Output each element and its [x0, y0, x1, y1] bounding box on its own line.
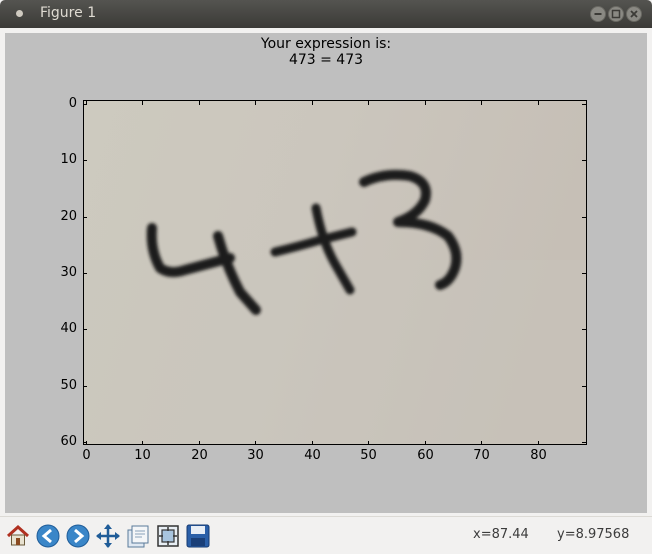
- minimize-button[interactable]: [590, 6, 606, 22]
- back-button[interactable]: [35, 523, 61, 549]
- close-icon: [630, 10, 638, 18]
- forward-arrow-icon: [66, 524, 90, 548]
- save-button[interactable]: [185, 523, 211, 549]
- x-tick-marks: [86, 101, 539, 445]
- y-tick-marks: [83, 104, 586, 443]
- maximize-button[interactable]: [608, 6, 624, 22]
- x-tick-label: 40: [304, 448, 321, 463]
- pan-icon: [96, 524, 120, 548]
- forward-button[interactable]: [65, 523, 91, 549]
- figure-title-line-1: Your expression is:: [260, 36, 392, 52]
- subplots-button[interactable]: [125, 523, 151, 549]
- x-tick-label: 50: [360, 448, 377, 463]
- zoom-button[interactable]: [155, 523, 181, 549]
- x-tick-label: 60: [417, 448, 434, 463]
- digit-4-stroke-1: [146, 223, 235, 278]
- digit-3-stroke: [359, 169, 462, 290]
- home-button[interactable]: [5, 523, 31, 549]
- y-tick-label: 60: [60, 433, 77, 449]
- y-tick-label: 0: [68, 95, 77, 111]
- zoom-to-rect-icon: [157, 525, 179, 547]
- y-tick-label: 20: [60, 208, 77, 224]
- y-tick-label: 30: [60, 264, 77, 280]
- plus-stroke-2: [311, 203, 355, 295]
- digit-4-stroke-2: [213, 231, 261, 315]
- maximize-icon: [611, 9, 621, 19]
- minimize-icon: [594, 13, 602, 15]
- cursor-y-readout: y=8.97568: [557, 527, 630, 542]
- save-icon: [186, 524, 210, 548]
- x-tick-label: 80: [530, 448, 547, 463]
- y-tick-label: 50: [60, 377, 77, 393]
- back-arrow-icon: [36, 524, 60, 548]
- pan-button[interactable]: [95, 523, 121, 549]
- cursor-x-readout: x=87.44: [473, 527, 529, 542]
- handwritten-expression: [146, 169, 462, 315]
- subplots-icon: [127, 525, 149, 548]
- close-button[interactable]: [626, 6, 642, 22]
- x-tick-label: 70: [473, 448, 490, 463]
- axes-frame: [83, 100, 587, 445]
- x-tick-label: 10: [134, 448, 151, 463]
- x-tick-label: 0: [82, 448, 91, 463]
- figure-title-line-2: 473 = 473: [288, 52, 364, 68]
- navigation-toolbar: [0, 516, 652, 554]
- x-tick-label: 20: [191, 448, 208, 463]
- home-icon: [6, 524, 30, 546]
- title-bar[interactable]: Figure 1: [0, 0, 652, 28]
- x-tick-label: 30: [247, 448, 264, 463]
- y-tick-label: 40: [60, 320, 77, 336]
- window-menu-icon[interactable]: [14, 8, 25, 19]
- y-tick-label: 10: [60, 151, 77, 167]
- window-title: Figure 1: [40, 5, 97, 21]
- image-shading: [83, 260, 586, 445]
